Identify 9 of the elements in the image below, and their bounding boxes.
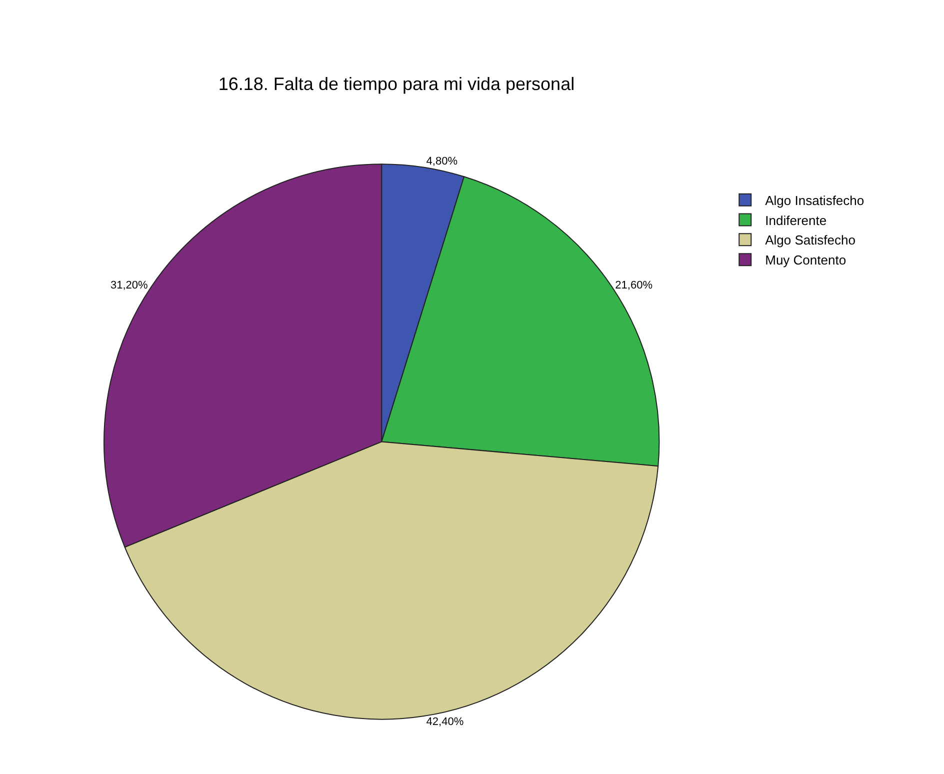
legend-label: Algo Satisfecho (765, 232, 856, 248)
chart-title: 16.18. Falta de tiempo para mi vida personal (218, 74, 575, 94)
data-label: 31,20% (110, 279, 148, 292)
legend-label: Muy Contento (765, 252, 846, 268)
data-label: 4,80% (426, 155, 458, 168)
data-label: 42,40% (426, 716, 464, 728)
data-label: 21,60% (615, 279, 653, 292)
legend-label: Algo Insatisfecho (765, 192, 864, 208)
legend-label: Indiferente (765, 212, 827, 228)
